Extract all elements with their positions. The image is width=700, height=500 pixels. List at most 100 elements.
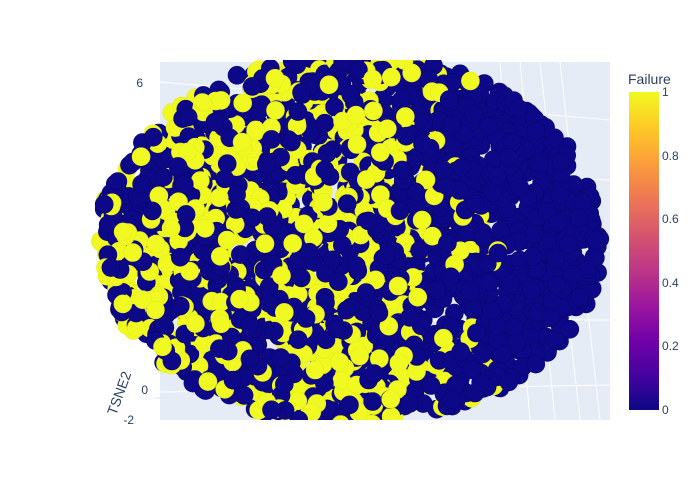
colorbar-tick-label: 0.2 [662,339,679,353]
scatter-point [328,272,348,292]
scatter-point [233,93,252,113]
scatter-point [227,66,247,85]
colorbar-tick-label: 0.8 [662,149,679,163]
scatter-point [546,249,565,269]
scatter-point [504,318,524,337]
scatter-point [283,234,303,253]
scatter-point [193,93,212,112]
y-tick-label: 0 [141,383,148,397]
scatter-point [294,214,314,234]
scatter-point [171,296,190,316]
scatter-point [178,142,197,162]
scatter-point [376,246,396,265]
scatter-point [356,170,376,189]
scatter-point [234,386,254,405]
scatter-point [400,308,420,327]
scatter-point [482,301,501,321]
scatter-point [467,323,486,343]
y-tick-label: -2 [123,413,134,427]
colorbar-tick-label: 0.6 [662,212,679,226]
scatter-point [231,245,250,264]
scatter-point [524,225,544,244]
colorbar-title: Failure [628,71,671,87]
scatter-point [246,120,265,140]
scatter-point [325,97,344,117]
scatter-point [451,342,471,362]
scatter-point [569,208,589,228]
scatter-point [370,143,390,162]
scatter-point [215,169,234,189]
scatter-point [161,219,181,238]
scatter-point [396,126,416,146]
scatter-point [586,231,606,250]
scatter-point [392,160,412,180]
scatter-point [191,171,210,190]
scatter-point [462,360,482,380]
scatter-point [314,192,333,212]
scatter-point [413,134,432,153]
scatter-point [262,130,281,149]
scatter-point [317,144,337,163]
scatter-point [502,132,522,152]
scatter-point [541,308,561,328]
colorbar-tick-label: 0 [662,403,669,417]
colorbar-gradient [629,92,659,410]
scatter-point [392,90,411,110]
scatter-point [256,154,276,174]
scatter-point [272,266,291,285]
scatter-point [266,101,285,120]
scatter-point [271,348,290,367]
scatter-point [427,281,447,300]
scatter-point [479,117,499,136]
y-tick-label: 6 [136,76,143,90]
scatter-point [499,147,518,167]
scatter-point [259,293,279,313]
scatter-point [132,174,151,194]
scatter-point [572,193,592,213]
scatter-point [414,113,434,132]
scatter-point [570,287,590,307]
scatter-point [523,247,543,266]
scatter-point [433,160,453,180]
scatter-point [292,83,311,102]
scatter-point [232,132,252,152]
scatter-point [395,107,415,126]
scatter-point [461,71,480,91]
scatter-point [379,316,399,336]
scatter-point [223,370,243,390]
colorbar: Failure 1 0.8 0.6 0.4 0.2 0 [628,71,679,417]
scatter-point [473,228,493,248]
scatter-point [443,137,463,157]
scatter-point [381,407,401,420]
scatter-point [262,400,281,420]
scatter-point [240,349,260,369]
scatter-point [381,67,401,87]
scatter-point [211,91,231,110]
scatter-point [291,268,311,288]
scatter-point [363,69,383,89]
scatter-point [408,287,428,307]
scatter-point [358,211,378,231]
scatter-point [406,182,425,202]
scatter-point [388,276,408,296]
scatter-point [439,90,459,109]
scatter-point [332,415,349,420]
scatter-point [402,63,422,83]
scatter-point [550,185,570,205]
scatter-point [416,170,436,190]
scatter-point [230,289,249,309]
scatter-point [434,328,453,348]
scatter-point [337,194,357,213]
scatter-point [323,250,342,270]
scatter-point [526,354,546,374]
scatter-point [217,230,237,250]
scatter-point [296,309,316,328]
scatter-point [412,210,432,230]
scatter-point [195,219,215,238]
scatter-point [364,364,384,383]
scatter-point [318,214,338,233]
scatter-point [123,243,142,262]
scatter-point [243,77,262,96]
scatter-point [350,346,369,366]
scatter-point [131,147,151,166]
